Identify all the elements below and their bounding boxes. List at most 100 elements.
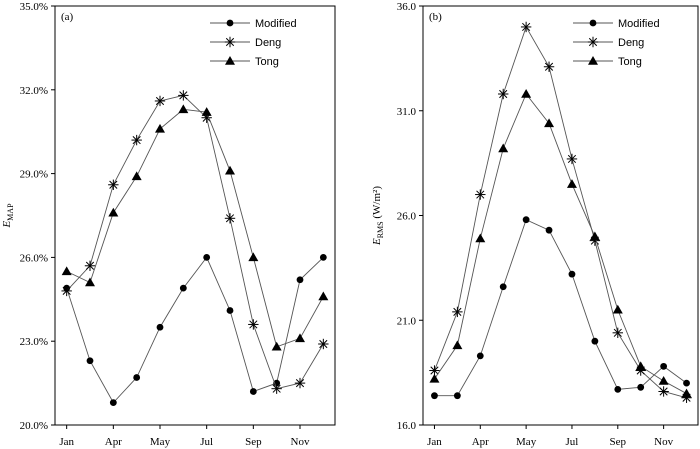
data-point-triangle: [225, 165, 235, 175]
x-tick-label: Nov: [291, 436, 310, 448]
data-point-star: [318, 338, 329, 350]
data-point-circle: [499, 283, 507, 291]
data-point-star: [429, 365, 440, 376]
data-point-circle: [476, 352, 484, 360]
data-point-star: [520, 21, 532, 33]
data-point-star: [178, 90, 189, 101]
data-point-circle: [637, 383, 645, 391]
legend-label: Modified: [618, 18, 660, 30]
data-point-circle: [319, 254, 327, 261]
data-point-circle: [453, 392, 461, 400]
plot-frame: [422, 5, 699, 426]
data-point-star: [566, 153, 578, 165]
y-tick-label: 21.0: [397, 315, 417, 327]
data-point-triangle: [61, 266, 72, 276]
series-tong: [429, 88, 692, 398]
panel-b: (b) 16.0 21.0 26.0 31.0 36.0 Jan Apr May Jul Sep No…: [371, 1, 699, 448]
series-line: [66, 94, 324, 390]
y-axis-label: ERMS (W/m²): [371, 186, 385, 246]
data-point-star: [612, 327, 623, 339]
x-tick-label: Sep: [610, 436, 627, 448]
x-tick-label: May: [516, 436, 537, 448]
data-point-star: [294, 377, 306, 389]
series-line: [66, 108, 324, 348]
series-line: [434, 25, 687, 399]
x-tick-label: Apr: [472, 436, 489, 448]
data-point-circle: [133, 374, 141, 381]
series-modified: [431, 216, 690, 400]
data-point-star: [658, 386, 669, 397]
data-point-star: [498, 88, 509, 100]
data-point-star: [475, 189, 486, 200]
legend-item-tong: Tong: [573, 56, 642, 68]
data-point-triangle: [612, 304, 623, 314]
x-tick-label: Jul: [566, 436, 579, 448]
data-point-star: [154, 95, 166, 107]
data-point-circle: [249, 388, 257, 395]
data-point-circle: [614, 385, 622, 393]
data-point-circle: [203, 254, 211, 261]
data-point-star: [131, 134, 142, 146]
series-line: [434, 219, 687, 397]
legend: Modified Deng Tong: [210, 18, 297, 68]
data-point-circle: [591, 337, 599, 345]
x-tick-label: Apr: [105, 436, 122, 448]
data-point-triangle: [295, 333, 305, 343]
x-tick-label: Jul: [200, 436, 213, 448]
data-point-triangle: [225, 56, 235, 65]
legend-item-modified: Modified: [573, 18, 660, 30]
data-point-circle: [296, 276, 304, 284]
y-tick-label: 16.0: [397, 420, 417, 432]
data-point-triangle: [566, 179, 577, 188]
y-tick-label: 32.0%: [20, 85, 48, 97]
data-point-triangle: [201, 107, 212, 116]
data-point-star: [108, 179, 119, 190]
panel-label: (a): [61, 11, 74, 23]
y-tick-label: 23.0%: [20, 336, 48, 348]
legend-label: Modified: [255, 18, 297, 30]
data-point-circle: [156, 323, 164, 331]
data-point-triangle: [318, 291, 329, 301]
legend-label: Deng: [618, 37, 644, 49]
y-tick-label: 29.0%: [20, 169, 48, 181]
data-point-circle: [683, 379, 690, 387]
data-point-triangle: [589, 231, 600, 241]
data-point-triangle: [475, 233, 486, 243]
series-deng: [429, 21, 692, 403]
x-tick-label: Nov: [654, 436, 673, 448]
series-line: [66, 256, 324, 404]
legend-item-deng: Deng: [573, 36, 644, 49]
data-point-triangle: [521, 88, 532, 98]
data-point-circle: [226, 307, 234, 314]
legend-item-modified: Modified: [210, 18, 297, 30]
legend-label: Tong: [255, 56, 279, 68]
data-point-circle: [86, 357, 94, 365]
series-tong: [61, 104, 329, 351]
data-point-triangle: [681, 388, 692, 398]
series-line: [434, 93, 687, 394]
y-tick-label: 36.0: [397, 1, 417, 13]
x-tick-label: Jan: [427, 436, 442, 448]
x-tick-label: Jan: [59, 436, 74, 448]
data-point-triangle: [271, 341, 282, 351]
series-modified: [63, 254, 327, 407]
legend: Modified Deng Tong: [573, 18, 660, 68]
data-point-triangle: [635, 361, 646, 371]
data-point-triangle: [85, 277, 95, 287]
y-axis-label: EMAP: [1, 203, 15, 229]
data-point-star: [61, 285, 72, 297]
data-point-triangle: [178, 104, 189, 114]
data-point-star: [248, 319, 259, 330]
legend-item-deng: Deng: [210, 36, 281, 49]
data-point-triangle: [155, 123, 165, 133]
data-point-triangle: [248, 252, 259, 262]
data-point-circle: [109, 399, 117, 407]
data-point-triangle: [452, 340, 463, 350]
y-tick-label: 26.0: [397, 211, 417, 223]
data-point-triangle: [108, 207, 119, 217]
y-tick-label: 20.0%: [20, 420, 48, 432]
data-point-star: [84, 260, 96, 271]
panel-a: (a) 20.0% 23.0% 26.0% 29.0% 32.0% 35.0% Jan Apr M…: [1, 1, 336, 448]
data-point-star: [543, 61, 555, 72]
